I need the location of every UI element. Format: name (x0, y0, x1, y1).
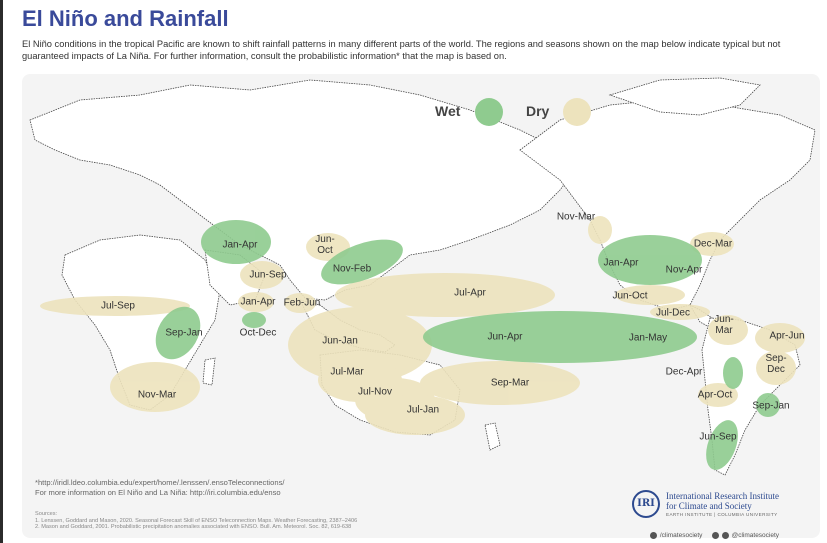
region-label: Sep- Dec (765, 353, 787, 375)
region-label: Apr-Jun (769, 330, 805, 342)
region-label: Sep-Jan (165, 327, 203, 339)
dry-region (40, 296, 190, 316)
dry-region (698, 383, 738, 407)
region-label: Jul-Apr (454, 287, 486, 299)
iri-logo-mark: IRI (632, 490, 660, 518)
dry-region (365, 395, 465, 435)
intro-text: El Niño conditions in the tropical Pacif… (22, 39, 781, 61)
facebook-handle[interactable]: /climatesociety (650, 532, 702, 539)
legend-dry-label: Dry (526, 103, 550, 119)
region-label: Jun- Oct (315, 234, 335, 256)
region-label: Nov-Apr (665, 264, 703, 276)
land-greenland (608, 77, 761, 116)
region-label: Jul-Nov (358, 386, 392, 398)
wet-region (756, 393, 780, 417)
region-label: Jun-Oct (612, 290, 648, 302)
region-label: Jan-Apr (603, 257, 639, 269)
facebook-icon (650, 532, 657, 539)
iri-logo[interactable]: IRI International Research Institute for… (632, 488, 802, 524)
dry-region (690, 232, 734, 256)
more-info-footnote[interactable]: For more information on El Niño and La N… (35, 488, 281, 497)
dry-region (288, 307, 432, 383)
region-label: Jun-Sep (249, 269, 287, 281)
region-label: Jul-Jan (406, 404, 440, 416)
region-label: Jan-May (628, 332, 668, 344)
land-madagascar (202, 357, 216, 386)
legend-wet-swatch (475, 98, 503, 126)
twitter-icon (712, 532, 719, 539)
source-1: 1. Lenssen, Goddard and Mason, 2020. Sea… (35, 517, 358, 524)
wet-regions (155, 220, 780, 470)
region-label: Jan-Apr (222, 239, 258, 251)
sources-block: Sources: 1. Lenssen, Goddard and Mason, … (35, 511, 357, 531)
region-label: Oct-Dec (239, 327, 277, 339)
region-label: Jun-Apr (487, 331, 523, 343)
dry-region (755, 323, 805, 353)
region-label: Jul-Dec (656, 307, 690, 319)
wet-region (598, 235, 702, 285)
dry-region (240, 261, 284, 289)
wet-region (423, 311, 697, 363)
dry-region (110, 362, 200, 412)
map-legend: Wet Dry (430, 98, 600, 128)
dry-region (756, 351, 796, 385)
region-label: Jun-Sep (699, 431, 737, 443)
region-label: Jun- Mar (714, 314, 734, 336)
wet-region (723, 357, 743, 389)
data-link-footnote[interactable]: *http://iridl.ldeo.columbia.edu/expert/h… (35, 478, 285, 487)
wet-region (201, 220, 271, 264)
iri-name: International Research Institute for Cli… (666, 491, 779, 511)
land-eurasia (29, 79, 576, 301)
region-label: Dec-Apr (665, 366, 703, 378)
legend-dry-swatch (563, 98, 591, 126)
iri-name-line1: International Research Institute (666, 491, 779, 501)
dry-region (588, 216, 612, 244)
twitter-youtube-text: @climatesociety (731, 532, 780, 540)
page-title: El Niño and Rainfall (22, 6, 229, 31)
region-label: Jul-Mar (330, 366, 364, 378)
dry-regions (40, 216, 805, 435)
dry-region (420, 361, 580, 405)
region-label: Nov-Mar (137, 389, 177, 401)
wet-region (706, 420, 738, 470)
region-label: Sep-Jan (752, 400, 790, 412)
region-label: Apr-Oct (697, 389, 733, 401)
region-label: Jun-Jan (322, 335, 358, 347)
dry-region (650, 304, 710, 320)
region-label: Jan-Apr (240, 296, 276, 308)
region-label: Feb-Jun (283, 297, 321, 309)
legend-wet-label: Wet (435, 103, 461, 119)
dry-region (335, 273, 555, 317)
iri-subline: EARTH INSTITUTE | COLUMBIA UNIVERSITY (666, 512, 778, 517)
iri-name-line2: for Climate and Society (666, 501, 752, 511)
region-label: Jul-Sep (101, 300, 135, 312)
dry-region (284, 293, 316, 313)
wet-region (155, 306, 201, 360)
youtube-icon (721, 532, 729, 539)
twitter-youtube-handle[interactable]: @climatesociety (712, 532, 779, 539)
dry-region (238, 292, 274, 312)
dry-region (615, 285, 685, 305)
source-2: 2. Mason and Goddard, 2001. Probabilisti… (35, 524, 352, 531)
facebook-text: /climatesociety (659, 532, 703, 540)
wet-region (242, 312, 266, 328)
land-new-zealand (484, 422, 501, 451)
region-label: Dec-Mar (693, 238, 733, 250)
dry-region (708, 315, 748, 345)
sources-title: Sources: (35, 511, 58, 517)
wet-region (321, 239, 403, 285)
region-label: Nov-Mar (556, 211, 596, 223)
region-label: Sep-Mar (490, 377, 530, 389)
region-label: Nov-Feb (332, 263, 372, 275)
